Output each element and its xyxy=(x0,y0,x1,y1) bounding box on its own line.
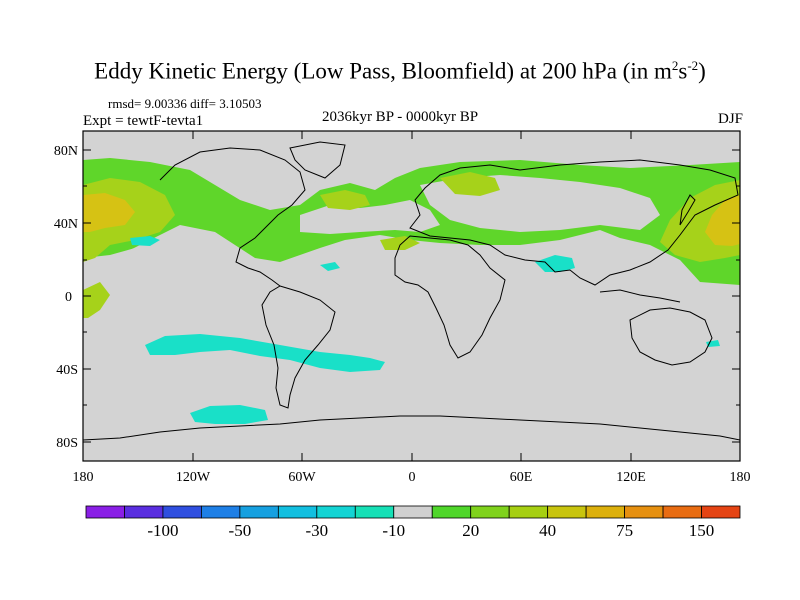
colorbar-swatch xyxy=(393,505,433,519)
positive-core-atlantic xyxy=(320,190,370,210)
lat-label-80s: 80S xyxy=(56,436,78,451)
positive-core-europe xyxy=(440,172,500,196)
colorbar-swatch xyxy=(470,505,510,519)
coastline-north-america xyxy=(159,147,306,287)
lon-label-180e: 180 xyxy=(730,470,751,485)
coastlines xyxy=(83,141,740,441)
stats-line: rmsd= 9.00336 diff= 3.10503 xyxy=(108,96,262,111)
coastline-europe-asia xyxy=(409,159,739,286)
colorbar-swatch xyxy=(239,505,279,519)
colorbar-swatch xyxy=(316,505,356,519)
latitude-ticks xyxy=(83,149,740,443)
lon-label-60w: 60W xyxy=(288,470,316,485)
positive-core-north-pacific-strong xyxy=(83,193,135,232)
lon-label-0: 0 xyxy=(409,470,416,485)
colorbar-label: -50 xyxy=(229,521,252,540)
colorbar-swatch xyxy=(547,505,587,519)
experiment-label: Expt = tewtF-tevta1 xyxy=(83,113,204,129)
colorbar-label: 40 xyxy=(539,521,556,540)
colorbar-label: -10 xyxy=(382,521,405,540)
colorbar-label: 75 xyxy=(616,521,633,540)
lon-label-120w: 120W xyxy=(176,470,211,485)
colorbar-labels: -100 -50 -30 -10 20 40 75 150 xyxy=(147,521,714,540)
colorbar-label: 150 xyxy=(689,521,715,540)
coastline-australia xyxy=(629,307,713,366)
colorbar-swatch xyxy=(201,505,241,519)
season-label: DJF xyxy=(717,111,743,127)
negative-region-mid-pacific xyxy=(130,236,160,246)
lat-label-80n: 80N xyxy=(54,144,78,159)
colorbar-swatch xyxy=(162,505,202,519)
colorbar-swatch xyxy=(508,505,549,519)
lon-label-60e: 60E xyxy=(510,470,533,485)
colorbar-swatch xyxy=(124,505,164,519)
negative-region-southern-ocean xyxy=(145,334,385,372)
longitude-ticks xyxy=(192,131,632,461)
coastline-greenland xyxy=(289,141,346,179)
colorbar-label: 20 xyxy=(462,521,479,540)
colorbar-swatch xyxy=(662,505,702,519)
negative-region-atlantic-small xyxy=(320,262,340,271)
negative-region-australia xyxy=(706,340,720,347)
colorbar-swatch xyxy=(624,505,664,519)
coastline-indonesia xyxy=(599,289,681,303)
coastline-south-america xyxy=(261,285,336,409)
chart-title: Eddy Kinetic Energy (Low Pass, Bloomfiel… xyxy=(94,58,706,84)
lon-label-120e: 120E xyxy=(616,470,646,485)
negative-region-india xyxy=(535,255,575,272)
period-label: 2036kyr BP - 0000kyr BP xyxy=(321,109,479,125)
coastline-japan xyxy=(679,194,696,226)
colorbar-swatch xyxy=(431,505,472,519)
colorbar-swatch xyxy=(585,505,625,519)
eke-field xyxy=(83,150,740,424)
lat-label-0: 0 xyxy=(65,290,72,305)
colorbar-swatch xyxy=(354,505,395,519)
colorbar-swatch xyxy=(277,505,318,519)
coastline-antarctica xyxy=(83,415,740,441)
colorbar xyxy=(85,505,741,519)
lon-label-180w: 180 xyxy=(73,470,94,485)
coastline-africa xyxy=(394,235,506,359)
colorbar-swatch xyxy=(85,505,125,519)
positive-core-pacific-south xyxy=(83,282,110,318)
positive-core-north-africa xyxy=(380,236,420,250)
lat-label-40n: 40N xyxy=(54,217,78,232)
colorbar-label: -30 xyxy=(305,521,328,540)
positive-core-west-pacific-strong xyxy=(705,195,740,246)
colorbar-label: -100 xyxy=(147,521,178,540)
colorbar-swatch xyxy=(701,505,741,519)
lat-label-40s: 40S xyxy=(56,363,78,378)
negative-region-south-pacific xyxy=(190,405,268,424)
